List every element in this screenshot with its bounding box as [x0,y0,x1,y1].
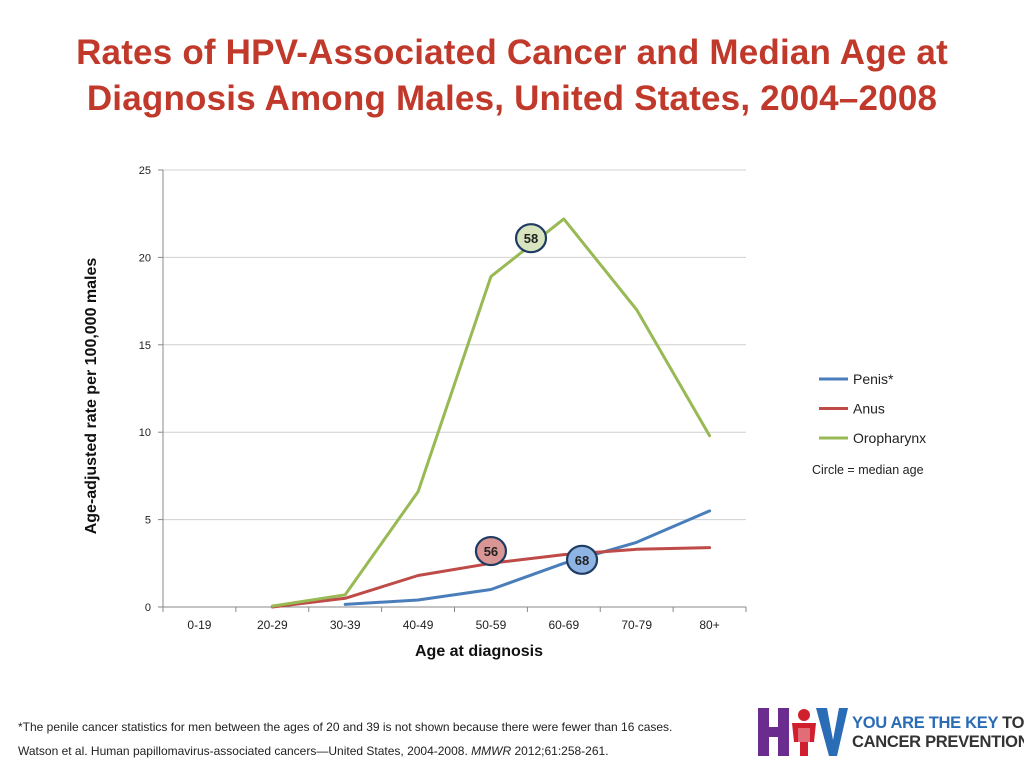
median-marker-label-68: 68 [575,553,589,568]
title-line-2: Diagnosis Among Males, United States, 20… [86,79,938,118]
y-tick-label-15: 15 [139,340,151,352]
legend-label-oropharynx: Oropharynx [853,430,926,446]
citation-details: 2012;61:258-261. [511,744,609,758]
median-marker-label-58: 58 [524,231,538,246]
footnote: *The penile cancer statistics for men be… [18,720,673,734]
legend-label-anus: Anus [853,401,885,417]
x-tick-label-70-79: 70-79 [621,618,652,632]
citation-journal: MMWR [471,744,512,758]
median-marker-circle-56 [474,535,508,567]
x-tick-label-40-49: 40-49 [403,618,434,632]
series-line-oropharynx [270,217,712,608]
median-age-markers: 58 56 68 [474,223,599,575]
citation-text: Watson et al. Human papillomavirus-assoc… [18,744,472,758]
x-tick-label-30-39: 30-39 [330,618,361,632]
logo-text: YOU ARE THE KEY TO CANCER PREVENTION [852,714,1024,752]
title-line-1: Rates of HPV-Associated Cancer and Media… [76,33,948,72]
logo-tagline-2: CANCER PREVENTION [852,733,1024,751]
y-tick-label-0: 0 [145,602,151,614]
median-age-note: Circle = median age [812,463,924,477]
median-marker-label-56: 56 [484,544,498,559]
legend-label-penis: Penis* [853,371,894,387]
x-tick-label-20-29: 20-29 [257,618,288,632]
grid-lines [163,169,746,521]
median-marker-circle-68 [565,544,599,575]
x-tick-labels: 0-19 20-29 30-39 40-49 50-59 60-69 70-79 80+ [187,618,719,632]
hpv-rates-chart: 0 5 10 15 20 25 0-19 20-29 30-39 40-49 50-59 60-69… [83,165,926,660]
median-marker-circle-58 [514,223,548,254]
y-tick-label-5: 5 [145,515,151,527]
y-tick-label-10: 10 [139,427,151,439]
x-tick-label-80+: 80+ [699,618,719,632]
median-marker-56: 56 [474,535,508,567]
x-axis-title: Age at diagnosis [415,643,543,660]
hpv-logo-icon [758,708,848,756]
logo-tagline-to: TO [1002,714,1024,732]
x-tick-label-0-19: 0-19 [187,618,211,632]
axes [158,169,747,612]
series-line-penis [343,509,712,606]
y-tick-labels: 0 5 10 15 20 25 [139,165,151,614]
hpv-campaign-logo: YOU ARE THE KEY TO CANCER PREVENTION [758,706,1024,758]
y-tick-label-20: 20 [139,252,151,264]
logo-tagline-1: YOU ARE THE KEY [852,714,1003,732]
citation: Watson et al. Human papillomavirus-assoc… [18,744,609,758]
legend: Penis* Anus Oropharynx [819,371,926,446]
slide-title: Rates of HPV-Associated Cancer and Media… [0,30,1024,122]
median-marker-68: 68 [565,544,599,575]
y-tick-label-25: 25 [139,165,151,177]
y-axis-title: Age-adjusted rate per 100,000 males [83,258,100,535]
x-tick-label-60-69: 60-69 [548,618,579,632]
median-marker-58: 58 [514,223,548,254]
x-tick-label-50-59: 50-59 [476,618,507,632]
